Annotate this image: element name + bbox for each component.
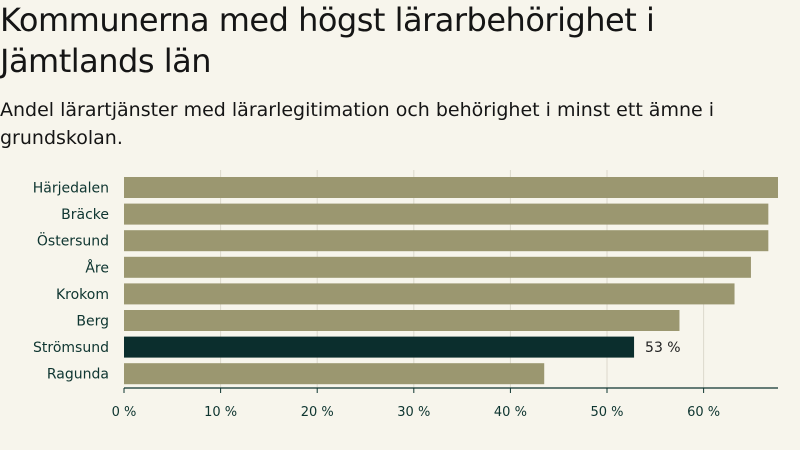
x-tick-label: 60 % bbox=[687, 405, 720, 420]
category-label: Ragunda bbox=[47, 367, 109, 383]
bar bbox=[124, 230, 769, 252]
bar bbox=[124, 283, 735, 305]
chart-subtitle: Andel lärartjänster med lärarlegitimatio… bbox=[0, 99, 715, 149]
bar bbox=[124, 256, 751, 278]
category-label: Berg bbox=[76, 314, 109, 330]
x-axis: 0 % 10 % 20 % 30 % 40 % 50 % 60 % bbox=[112, 387, 778, 420]
bar-highlight bbox=[124, 336, 635, 358]
x-tick-label: 0 % bbox=[112, 405, 137, 420]
x-tick-label: 20 % bbox=[301, 405, 334, 420]
bar bbox=[124, 310, 680, 331]
x-tick-label: 10 % bbox=[204, 405, 237, 420]
category-label: Strömsund bbox=[33, 340, 109, 356]
bar bbox=[124, 203, 769, 225]
category-label: Östersund bbox=[37, 232, 109, 250]
x-tick-label: 40 % bbox=[494, 405, 527, 420]
x-tick-label: 30 % bbox=[397, 405, 430, 420]
category-label: Åre bbox=[85, 259, 109, 276]
category-label: Bräcke bbox=[61, 207, 109, 223]
category-label: Krokom bbox=[56, 287, 109, 303]
x-tick-label: 50 % bbox=[590, 405, 623, 420]
data-labels: 53 % bbox=[645, 340, 681, 356]
category-labels: Härjedalen Bräcke Östersund Åre Krokom Berg St… bbox=[33, 181, 109, 383]
category-label: Härjedalen bbox=[33, 181, 109, 197]
bar bbox=[124, 177, 778, 198]
data-label: 53 % bbox=[645, 340, 681, 356]
chart-title: Kommunerna med högst lärarbehörighet i J… bbox=[0, 1, 655, 80]
bar bbox=[124, 363, 545, 385]
bars bbox=[124, 177, 778, 385]
